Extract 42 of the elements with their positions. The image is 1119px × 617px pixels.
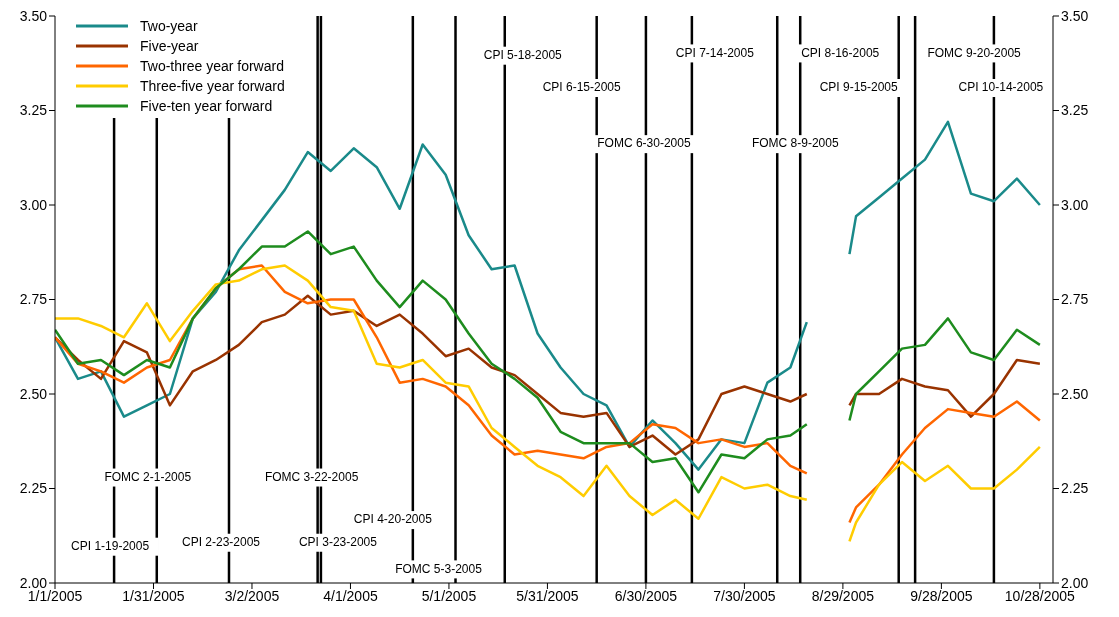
ref-line-label: CPI 6-15-2005 <box>542 80 622 95</box>
ref-line-label: FOMC 2-1-2005 <box>104 469 192 484</box>
ref-line-label: CPI 8-16-2005 <box>801 45 880 60</box>
ref-line-label: CPI 5-18-2005 <box>483 47 563 62</box>
legend-label: Five-year <box>140 38 199 54</box>
legend-label: Two-three year forward <box>140 58 284 74</box>
x-tick-label: 5/1/2005 <box>421 587 477 604</box>
ref-line-label: CPI 1-19-2005 <box>71 538 150 553</box>
legend-label: Five-ten year forward <box>140 98 273 114</box>
x-tick-label: 4/1/2005 <box>323 587 378 604</box>
x-tick-label: 9/28/2005 <box>910 587 973 604</box>
y2-tick-label: 2.50 <box>1061 385 1089 402</box>
x-tick-label: 5/31/2005 <box>516 587 579 604</box>
x-tick-label: 1/31/2005 <box>122 587 185 604</box>
ref-line-label: FOMC 5-3-2005 <box>395 561 483 576</box>
y-tick-label: 3.25 <box>19 102 48 119</box>
x-tick-label: 8/29/2005 <box>811 587 875 604</box>
y-tick-label: 2.50 <box>19 385 48 402</box>
ref-line-label: CPI 10-14-2005 <box>958 80 1044 95</box>
x-tick-label: 7/30/2005 <box>713 587 776 604</box>
ref-line-label: FOMC 9-20-2005 <box>927 45 1022 60</box>
y-tick-label: 2.25 <box>19 480 48 497</box>
ref-line-label: FOMC 8-9-2005 <box>751 136 839 151</box>
ref-line-label: CPI 9-15-2005 <box>819 80 899 95</box>
ref-line-label: CPI 7-14-2005 <box>675 45 755 60</box>
y-tick-label: 2.75 <box>19 291 48 308</box>
legend-label: Two-year <box>140 18 198 34</box>
x-tick-label: 6/30/2005 <box>614 587 678 604</box>
ref-line-label: CPI 2-23-2005 <box>181 534 261 549</box>
ref-line-label: CPI 3-23-2005 <box>298 534 378 549</box>
y-tick-label: 3.00 <box>19 196 48 213</box>
ref-line-label: FOMC 3-22-2005 <box>264 469 359 484</box>
ref-line-label: FOMC 6-30-2005 <box>597 136 691 151</box>
y2-tick-label: 3.25 <box>1061 102 1089 119</box>
y2-tick-label: 2.25 <box>1061 480 1089 497</box>
y2-tick-label: 2.75 <box>1061 291 1089 308</box>
legend-label: Three-five year forward <box>140 78 285 94</box>
y2-tick-label: 3.00 <box>1061 196 1089 213</box>
x-tick-label: 3/2/2005 <box>224 587 280 604</box>
y-tick-label: 3.50 <box>19 7 48 24</box>
y2-tick-label: 3.50 <box>1061 7 1089 24</box>
ref-line-label: CPI 4-20-2005 <box>353 512 433 527</box>
